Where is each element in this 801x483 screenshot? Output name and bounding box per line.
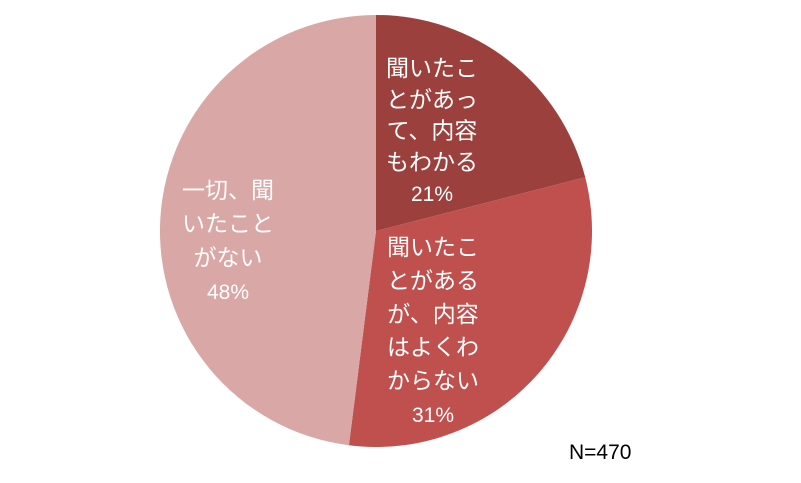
slice-label-line: が、内容 — [387, 302, 479, 328]
slice-label-line: とがある — [387, 268, 479, 294]
slice-value-label: 31% — [412, 404, 454, 427]
slice-label-line: がない — [194, 245, 263, 271]
slice-value-label: 48% — [207, 281, 249, 304]
slice-label-line: もわかる — [386, 150, 478, 176]
pie-slice — [159, 14, 376, 446]
slice-label-line: からない — [387, 369, 479, 395]
pie-slice — [376, 15, 586, 231]
slice-label-line: 一切、聞 — [182, 178, 274, 204]
slice-label-line: 聞いたこ — [386, 56, 478, 82]
pie-slice — [348, 177, 592, 448]
slice-label-line: いたこと — [182, 212, 274, 238]
slice-label-line: はよくわ — [387, 335, 479, 361]
slice-value-label: 21% — [411, 183, 453, 206]
slice-label-line: て、内容 — [387, 119, 478, 145]
slice-label-line: とがあっ — [386, 87, 478, 113]
sample-size-annotation: N=470 — [569, 441, 631, 464]
slice-label-line: 聞いたこ — [387, 235, 479, 261]
pie-data-labels: 聞いたことがあって、内容もわかる21%聞いたことがあるが、内容はよくわからない3… — [182, 56, 479, 427]
pie-slices — [159, 14, 592, 448]
